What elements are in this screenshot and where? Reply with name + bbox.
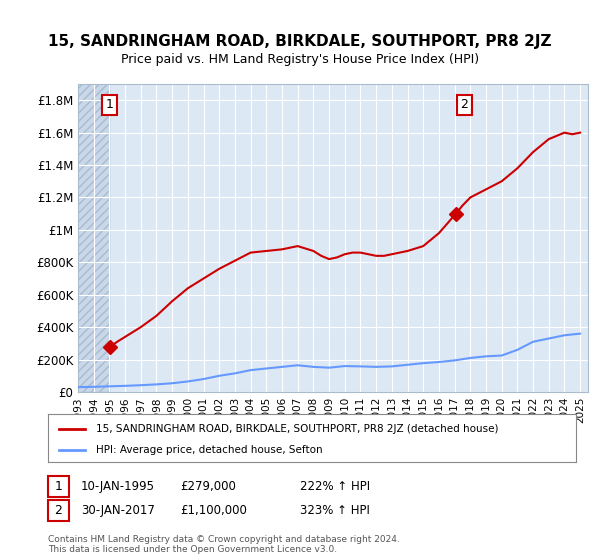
Bar <box>48 500 69 521</box>
Text: 2: 2 <box>55 503 62 517</box>
Text: 323% ↑ HPI: 323% ↑ HPI <box>300 503 370 517</box>
Text: Contains HM Land Registry data © Crown copyright and database right 2024.
This d: Contains HM Land Registry data © Crown c… <box>48 535 400 554</box>
Text: £1,100,000: £1,100,000 <box>180 503 247 517</box>
Text: 10-JAN-1995: 10-JAN-1995 <box>81 480 155 493</box>
Text: 15, SANDRINGHAM ROAD, BIRKDALE, SOUTHPORT, PR8 2JZ: 15, SANDRINGHAM ROAD, BIRKDALE, SOUTHPOR… <box>48 34 552 49</box>
Text: HPI: Average price, detached house, Sefton: HPI: Average price, detached house, Seft… <box>95 445 322 455</box>
Text: £279,000: £279,000 <box>180 480 236 493</box>
Text: 1: 1 <box>55 480 62 493</box>
Text: 15, SANDRINGHAM ROAD, BIRKDALE, SOUTHPORT, PR8 2JZ (detached house): 15, SANDRINGHAM ROAD, BIRKDALE, SOUTHPOR… <box>95 424 498 433</box>
Text: 1: 1 <box>106 99 113 111</box>
Text: 222% ↑ HPI: 222% ↑ HPI <box>300 480 370 493</box>
Bar <box>48 476 69 497</box>
Bar <box>78 84 110 392</box>
Text: 2: 2 <box>461 99 469 111</box>
Text: 30-JAN-2017: 30-JAN-2017 <box>81 503 155 517</box>
Text: Price paid vs. HM Land Registry's House Price Index (HPI): Price paid vs. HM Land Registry's House … <box>121 53 479 66</box>
